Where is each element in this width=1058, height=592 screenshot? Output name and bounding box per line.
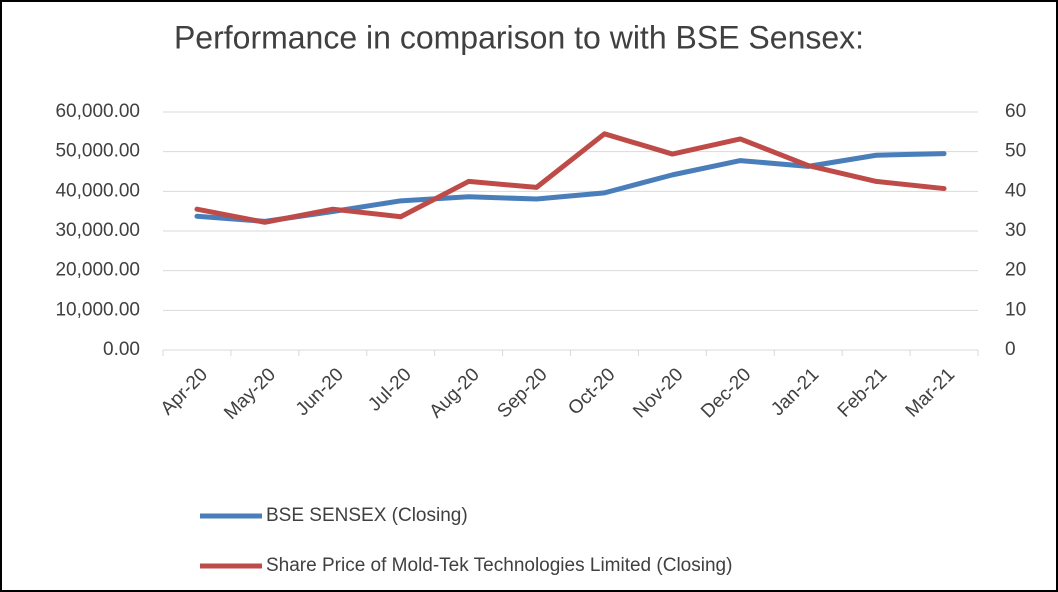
series-line bbox=[194, 131, 947, 225]
y2-tick-label: 40 bbox=[1005, 180, 1026, 201]
y-tick-label: 60,000.00 bbox=[55, 101, 140, 122]
chart-title: Performance in comparison to with BSE Se… bbox=[174, 19, 864, 55]
y2-tick-label: 30 bbox=[1005, 220, 1026, 241]
legend-label: BSE SENSEX (Closing) bbox=[266, 505, 468, 526]
y-tick-label: 30,000.00 bbox=[55, 220, 140, 241]
y2-tick-label: 0 bbox=[1005, 339, 1016, 360]
y-tick-label: 50,000.00 bbox=[55, 141, 140, 162]
y2-tick-label: 20 bbox=[1005, 260, 1026, 281]
y-tick-label: 10,000.00 bbox=[55, 299, 140, 320]
y2-tick-label: 60 bbox=[1005, 101, 1026, 122]
y2-tick-label: 10 bbox=[1005, 299, 1026, 320]
legend-label: Share Price of Mold-Tek Technologies Lim… bbox=[266, 555, 732, 576]
y-tick-label: 40,000.00 bbox=[55, 180, 140, 201]
y-tick-label: 0.00 bbox=[103, 339, 140, 360]
y2-tick-label: 50 bbox=[1005, 141, 1026, 162]
y-tick-label: 20,000.00 bbox=[55, 260, 140, 281]
